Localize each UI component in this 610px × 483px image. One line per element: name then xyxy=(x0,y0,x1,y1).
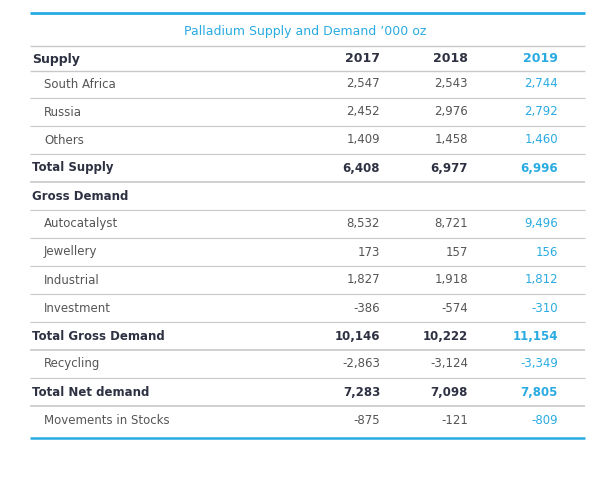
Text: Recycling: Recycling xyxy=(44,357,101,370)
Text: -310: -310 xyxy=(531,301,558,314)
Text: Jewellery: Jewellery xyxy=(44,245,98,258)
Text: -3,349: -3,349 xyxy=(520,357,558,370)
Text: 157: 157 xyxy=(446,245,468,258)
Text: Autocatalyst: Autocatalyst xyxy=(44,217,118,230)
Text: 2,792: 2,792 xyxy=(524,105,558,118)
Text: 2,547: 2,547 xyxy=(346,77,380,90)
Text: -3,124: -3,124 xyxy=(430,357,468,370)
Text: -386: -386 xyxy=(353,301,380,314)
Text: Others: Others xyxy=(44,133,84,146)
Text: -121: -121 xyxy=(441,413,468,426)
Text: 6,408: 6,408 xyxy=(342,161,380,174)
Text: -875: -875 xyxy=(353,413,380,426)
Text: 2,976: 2,976 xyxy=(434,105,468,118)
Text: 1,458: 1,458 xyxy=(434,133,468,146)
Text: 2019: 2019 xyxy=(523,53,558,66)
Text: 2,744: 2,744 xyxy=(524,77,558,90)
Text: Palladium Supply and Demand ’000 oz: Palladium Supply and Demand ’000 oz xyxy=(184,25,426,38)
Text: Investment: Investment xyxy=(44,301,111,314)
Text: 7,283: 7,283 xyxy=(343,385,380,398)
Text: 2,543: 2,543 xyxy=(434,77,468,90)
Text: Gross Demand: Gross Demand xyxy=(32,189,128,202)
Text: 173: 173 xyxy=(357,245,380,258)
Text: 156: 156 xyxy=(536,245,558,258)
Text: Supply: Supply xyxy=(32,53,80,66)
Text: 6,996: 6,996 xyxy=(520,161,558,174)
Text: Industrial: Industrial xyxy=(44,273,100,286)
Text: 1,918: 1,918 xyxy=(434,273,468,286)
Text: 1,827: 1,827 xyxy=(346,273,380,286)
Text: 10,146: 10,146 xyxy=(334,329,380,342)
Text: Movements in Stocks: Movements in Stocks xyxy=(44,413,170,426)
Text: -574: -574 xyxy=(441,301,468,314)
Text: Total Supply: Total Supply xyxy=(32,161,113,174)
Text: -2,863: -2,863 xyxy=(342,357,380,370)
Text: 2018: 2018 xyxy=(433,53,468,66)
Text: 7,805: 7,805 xyxy=(520,385,558,398)
Text: 10,222: 10,222 xyxy=(423,329,468,342)
Text: 11,154: 11,154 xyxy=(512,329,558,342)
Text: 8,721: 8,721 xyxy=(434,217,468,230)
Text: 7,098: 7,098 xyxy=(431,385,468,398)
Text: 1,460: 1,460 xyxy=(525,133,558,146)
Text: Russia: Russia xyxy=(44,105,82,118)
Text: 1,409: 1,409 xyxy=(346,133,380,146)
Text: South Africa: South Africa xyxy=(44,77,116,90)
Text: Total Net demand: Total Net demand xyxy=(32,385,149,398)
Text: Total Gross Demand: Total Gross Demand xyxy=(32,329,165,342)
Text: 1,812: 1,812 xyxy=(525,273,558,286)
Text: 2017: 2017 xyxy=(345,53,380,66)
Text: -809: -809 xyxy=(531,413,558,426)
Text: 8,532: 8,532 xyxy=(346,217,380,230)
Text: 2,452: 2,452 xyxy=(346,105,380,118)
Text: 9,496: 9,496 xyxy=(524,217,558,230)
Text: 6,977: 6,977 xyxy=(431,161,468,174)
